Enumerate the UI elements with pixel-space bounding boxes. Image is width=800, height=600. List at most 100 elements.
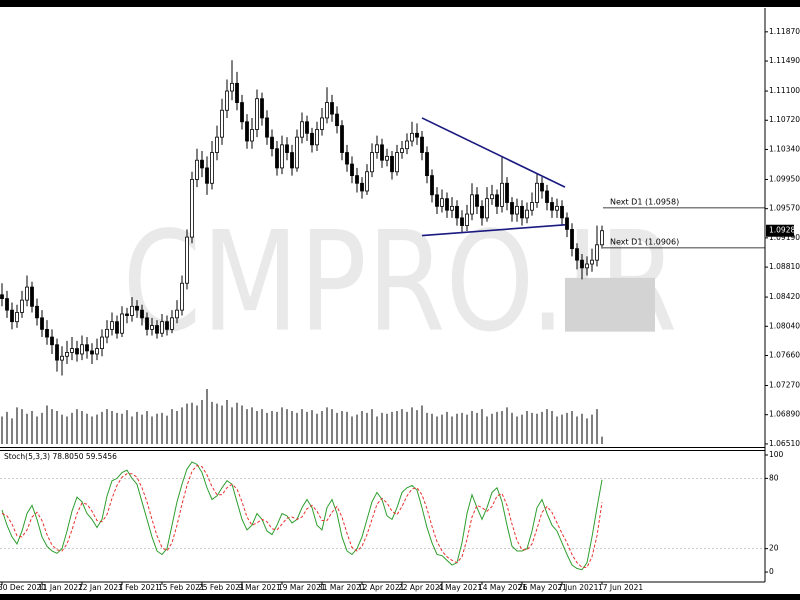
candle-body [265,117,269,138]
candle-body [425,152,429,177]
x-tick-label: 12 Apr 2021 [358,583,405,592]
candle-body [335,113,339,127]
candle-body [340,125,344,153]
candle-body [270,136,274,150]
candle-body [555,205,559,211]
candle-body [405,140,409,150]
candle-body [385,155,389,161]
candle-body [595,244,599,261]
x-tick-label: 22 Apr 2021 [398,583,445,592]
candle-body [330,102,334,115]
candle-body [25,286,29,301]
x-tick-label: 19 Mar 2021 [278,583,326,592]
candle-body [455,205,459,219]
x-tick-label: 9 Mar 2021 [238,583,281,592]
candle-body [545,190,549,203]
candle-body [255,98,259,130]
candle-body [85,344,89,352]
candle-body [520,205,524,219]
candle-body [445,198,449,211]
candle-body [185,236,189,284]
candle-body [90,350,94,355]
y-tick-label: 20 [769,544,779,553]
y-tick-label: 1.09950 [769,174,800,183]
candle-body [250,129,254,142]
candle-body [320,117,324,130]
candle-body [510,202,514,215]
candle-body [0,294,4,300]
candle-body [440,198,444,207]
trendline [421,117,566,188]
y-tick-label: 80 [769,473,779,482]
candle-body [420,136,424,153]
candle-body [210,152,214,184]
candle-body [380,144,384,161]
candle-body [35,305,39,319]
candle-body [65,352,69,357]
x-tick-label: 3 Feb 2021 [118,583,160,592]
candle-body [485,198,489,219]
candle-body [160,321,164,334]
candle-body [370,152,374,173]
candle-body [490,194,494,200]
y-tick-label: 100 [769,450,784,459]
candle-body [570,229,574,250]
candle-body [280,144,284,169]
candle-body [430,175,434,196]
current-price-box [766,224,794,237]
candle-body [460,217,464,226]
candle-body [450,205,454,211]
y-tick-label: 1.06510 [769,439,800,448]
candle-body [15,312,19,323]
candle-body [115,321,119,334]
candle-body [345,152,349,165]
level-label: Next D1 (1.0958) [610,197,679,206]
candle-body [75,348,79,355]
x-tick-label: 26 May 2021 [518,583,567,592]
candle-body [190,179,194,238]
candle-body [120,313,124,334]
y-tick-label: 1.06890 [769,410,800,419]
x-tick-label: 25 Feb 2021 [198,583,245,592]
candle-body [135,305,139,311]
y-tick-label: 1.07660 [769,351,800,360]
candle-body [300,121,304,138]
candle-body [550,202,554,211]
candle-body [600,230,604,246]
y-tick-label: 1.07270 [769,380,800,389]
candle-body [5,298,9,311]
candle-body [465,213,469,226]
candle-body [125,313,129,316]
y-tick-label: 1.08420 [769,292,800,301]
x-tick-label: 14 May 2021 [478,583,527,592]
candle-body [415,132,419,138]
current-price-label: 1.09283 [769,226,800,235]
candle-body [400,148,404,153]
candle-body [560,205,564,219]
candle-body [110,321,114,330]
candle-body [540,182,544,192]
candle-body [170,317,174,330]
y-tick-label: 1.11100 [769,86,800,95]
y-tick-label: 1.10720 [769,115,800,124]
candle-body [45,328,49,338]
level-label: Next D1 (1.0906) [610,237,679,246]
indicator-title: Stoch(5,3,3) 78.8050 59.5456 [4,452,117,461]
candle-body [575,248,579,261]
candle-body [50,336,54,346]
candle-body [10,309,14,323]
candle-body [565,217,569,230]
trendline [421,224,566,237]
stoch-line [1,461,603,571]
candle-body [100,336,104,349]
candle-body [70,348,74,353]
y-tick-label: 1.08040 [769,321,800,330]
candle-body [55,344,59,361]
candle-body [30,286,34,307]
y-tick-label: 1.10340 [769,144,800,153]
x-tick-label: 11 Jan 2021 [38,583,83,592]
candle-body [305,121,309,134]
candle-body [200,159,204,169]
candle-body [500,182,504,207]
